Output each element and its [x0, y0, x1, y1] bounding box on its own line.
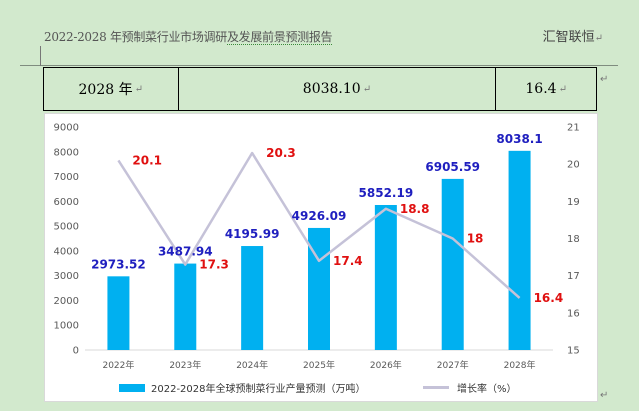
chart-canvas: 0 1000 2000 3000 4000 5000 6000 7000 8000 9000 15 1…: [54, 123, 580, 372]
x-tick-label: 2028年: [504, 359, 536, 371]
y-left-tick-label: 8000: [54, 147, 79, 158]
chart-end-mark-icon: ↵: [600, 390, 609, 401]
legend-item-production: 2022-2028年全球预制菜行业产量预测（万吨）: [119, 380, 366, 395]
y-left-tick-label: 6000: [54, 197, 79, 208]
y-left-tick-label: 2000: [54, 296, 79, 307]
forecast-table-row: 2028 年 ↵ 8038.10 ↵ 16.4 ↵: [43, 67, 597, 111]
x-tick-label: 2022年: [102, 359, 134, 371]
line-value-label: 20.1: [132, 153, 162, 167]
bar-value-label: 3487.94: [158, 245, 213, 259]
y-left-tick-label: 9000: [54, 123, 79, 134]
x-tick-label: 2024年: [236, 359, 268, 371]
bar-production: [374, 204, 397, 350]
table-cell-value[interactable]: 8038.10 ↵: [177, 68, 496, 110]
y-right-tick-label: 21: [567, 123, 580, 134]
header-company: 汇智联恒↵: [543, 26, 603, 45]
y-right-tick-label: 19: [567, 197, 580, 208]
y-left-tick-label: 1000: [54, 321, 79, 332]
y-left-tick-label: 0: [73, 346, 79, 357]
header-title-suffix: 及发展前景预测报告: [226, 30, 333, 45]
table-cell-rate-text: 16.4: [525, 81, 557, 97]
margin-corner-mark: [40, 46, 41, 66]
line-value-label: 18: [467, 232, 484, 246]
table-cell-year-text: 2028 年: [78, 82, 133, 98]
line-value-label: 17.3: [199, 258, 229, 272]
bar-value-label: 5852.19: [359, 186, 414, 200]
bar-production: [174, 263, 197, 350]
paragraph-mark-icon: ↵: [558, 83, 567, 95]
y-left-tick-label: 7000: [54, 172, 79, 183]
bar-value-label: 2973.52: [91, 257, 146, 271]
paragraph-mark-icon: ↵: [134, 83, 143, 95]
bar-value-label: 4195.99: [225, 227, 280, 241]
bar-production: [241, 246, 264, 350]
y-left-tick-label: 3000: [54, 271, 79, 282]
line-value-label: 16.4: [534, 291, 564, 305]
bar-production: [308, 227, 330, 350]
x-tick-label: 2027年: [437, 359, 469, 371]
y-right-tick-label: 16: [567, 308, 580, 319]
paragraph-mark-icon: ↵: [362, 83, 372, 95]
line-value-label: 20.3: [266, 146, 296, 160]
legend-line-swatch: [423, 386, 449, 389]
legend-label-growth: 增长率（%）: [457, 384, 517, 395]
header-company-name: 汇智联恒: [542, 30, 595, 45]
legend-label-production: 2022-2028年全球预制菜行业产量预测（万吨）: [151, 384, 366, 395]
y-right-tick-label: 17: [567, 271, 580, 282]
legend-bar-swatch: [119, 383, 145, 392]
y-right-tick-label: 18: [567, 234, 580, 245]
bar-value-label: 8038.1: [496, 132, 542, 146]
bar-value-label: 6905.59: [425, 160, 480, 174]
bar-production: [107, 276, 130, 350]
y-right-tick-label: 20: [567, 160, 580, 171]
line-value-label: 18.8: [400, 202, 430, 216]
x-tick-label: 2025年: [303, 359, 335, 371]
y-left-tick-label: 5000: [54, 222, 79, 233]
table-cell-year[interactable]: 2028 年 ↵: [44, 68, 178, 110]
header-divider: [20, 65, 618, 66]
header-title: 2022-2028 年预制菜行业市场调研及发展前景预测报告: [44, 28, 333, 45]
legend-item-growth: 增长率（%）: [423, 380, 517, 395]
bar-value-label: 4926.09: [292, 209, 347, 223]
bar-production: [441, 178, 464, 350]
header-title-prefix: 2022-2028 年预制菜行业市场调研: [44, 30, 227, 44]
x-tick-label: 2026年: [370, 359, 402, 371]
paragraph-mark-icon: ↵: [594, 33, 603, 44]
y-right-tick-label: 15: [567, 346, 580, 357]
y-left-tick-label: 4000: [54, 246, 79, 257]
row-end-mark-icon: ↵: [600, 74, 609, 85]
chart-legend: 2022-2028年全球预制菜行业产量预测（万吨） 增长率（%）: [45, 376, 599, 396]
line-value-label: 17.4: [333, 254, 363, 268]
x-tick-label: 2023年: [169, 359, 201, 371]
table-cell-value-text: 8038.10: [302, 81, 361, 97]
bar-production: [508, 150, 531, 350]
production-forecast-chart[interactable]: 0 1000 2000 3000 4000 5000 6000 7000 8000 9000 15 1…: [44, 113, 598, 402]
table-cell-rate[interactable]: 16.4 ↵: [495, 68, 596, 110]
line-growth-rate: [117, 151, 521, 299]
